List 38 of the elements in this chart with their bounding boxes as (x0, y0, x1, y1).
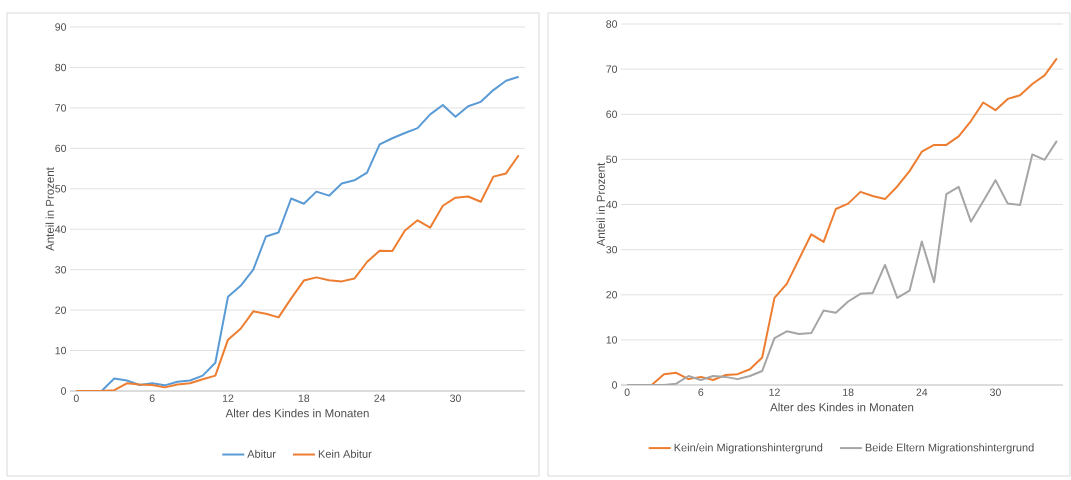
x-axis-title: Alter des Kindes in Monaten (225, 408, 369, 418)
y-tick-label: 50 (55, 185, 67, 193)
y-tick-label: 40 (606, 200, 618, 209)
x-tick-label: 0 (624, 388, 630, 396)
x-tick-label: 30 (990, 388, 1001, 396)
y-tick-label: 50 (606, 155, 618, 164)
x-tick-label: 24 (916, 388, 928, 396)
legend-label: Kein/ein Migrationshintergrund (674, 443, 823, 454)
y-tick-label: 10 (606, 336, 618, 344)
x-tick-label: 6 (698, 388, 704, 396)
y-axis-title: Anteil in Prozent (45, 167, 54, 251)
y-tick-label: 80 (606, 20, 618, 28)
y-tick-label: 80 (55, 63, 67, 72)
legend-label: Beide Eltern Migrationshintergrund (865, 443, 1034, 454)
y-tick-label: 90 (55, 23, 67, 31)
x-tick-label: 18 (843, 388, 854, 396)
y-tick-label: 60 (55, 144, 67, 153)
y-tick-label: 30 (55, 265, 67, 274)
x-axis-title: Alter des Kindes in Monaten (770, 402, 914, 412)
x-tick-label: 12 (222, 394, 234, 402)
y-tick-label: 70 (606, 65, 618, 73)
y-tick-label: 30 (606, 245, 618, 254)
y-tick-label: 10 (55, 346, 67, 355)
y-tick-label: 40 (55, 225, 67, 233)
y-tick-label: 70 (55, 104, 67, 112)
x-tick-label: 24 (374, 394, 386, 402)
y-tick-label: 20 (606, 291, 618, 299)
y-tick-label: 0 (612, 381, 618, 389)
legend-label: Kein Abitur (318, 449, 372, 458)
y-axis-title: Anteil in Prozent (596, 162, 605, 247)
x-tick-label: 12 (769, 388, 780, 396)
x-tick-label: 18 (298, 394, 310, 402)
x-tick-label: 0 (73, 394, 79, 402)
y-tick-label: 60 (606, 110, 618, 118)
legend-label: Abitur (247, 449, 276, 458)
x-tick-label: 30 (450, 394, 461, 402)
x-tick-label: 6 (149, 394, 155, 402)
y-tick-label: 20 (55, 306, 67, 314)
